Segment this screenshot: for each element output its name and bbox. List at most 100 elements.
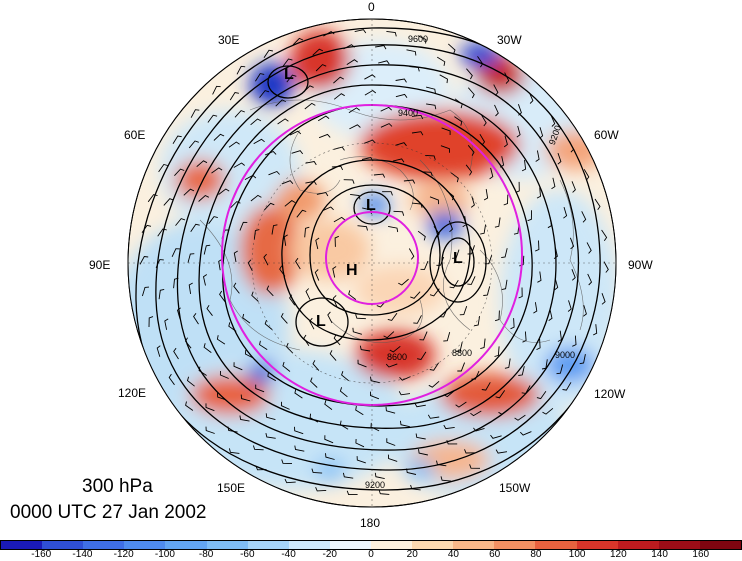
colorbar-tick-label: 40 [447, 549, 459, 560]
wind-barb [157, 228, 167, 237]
wind-barb [490, 434, 502, 439]
wind-barb [403, 179, 416, 184]
wind-barb [315, 487, 327, 492]
wind-barb [233, 362, 243, 371]
wind-barb [466, 68, 473, 80]
high-center: H [346, 262, 358, 279]
wind-barb [250, 118, 262, 126]
wind-barb [324, 435, 334, 444]
wind-barb [291, 150, 304, 155]
wind-barb [186, 376, 195, 387]
wind-barb [233, 162, 245, 168]
anomaly-shading [128, 30, 616, 500]
wind-barb [441, 127, 451, 135]
wind-barb [147, 194, 158, 203]
wind-barb [557, 330, 562, 342]
wind-barb [539, 127, 544, 139]
wind-barb [251, 291, 259, 302]
colorbar-segment [124, 541, 166, 549]
wind-barb [429, 196, 439, 205]
wind-barb [264, 150, 277, 156]
colorbar-segment [494, 541, 536, 549]
wind-barb [417, 351, 427, 361]
wind-barb [494, 217, 501, 228]
wind-barb [255, 73, 265, 82]
wind-barb [139, 256, 149, 265]
wind-barb [205, 403, 215, 412]
lon-label-30w: 30W [497, 33, 522, 47]
wind-barb [581, 211, 587, 223]
wind-barb [469, 464, 481, 469]
wind-barb [439, 74, 448, 84]
wind-barb [228, 448, 240, 454]
wind-barb [447, 43, 456, 54]
wind-barb [395, 142, 407, 147]
wind-barb [312, 48, 324, 56]
wind-barb [227, 426, 238, 433]
wind-barb [349, 124, 361, 130]
wind-barb [541, 359, 548, 370]
wind-barb [501, 279, 508, 291]
wind-barb [380, 106, 393, 112]
wind-barb [207, 114, 218, 123]
wind-barb [294, 389, 303, 399]
wind-barb [208, 216, 218, 225]
wind-barb [281, 180, 294, 185]
wind-barb [467, 87, 475, 99]
wind-barb [303, 85, 314, 93]
wind-barb [594, 198, 601, 211]
wind-barb [470, 410, 482, 417]
colorbar-segment [576, 541, 618, 549]
wind-barb [155, 259, 164, 268]
wind-barb [480, 224, 487, 235]
wind-barb [420, 260, 429, 270]
wind-barb [484, 255, 493, 265]
wind-barb [318, 133, 331, 139]
wind-barb [271, 224, 278, 235]
colorbar [0, 540, 742, 550]
wind-barb [312, 360, 320, 371]
wind-barb [333, 216, 346, 223]
wind-barb [141, 224, 152, 234]
wind-barb [471, 370, 480, 380]
colorbar-segment [206, 541, 248, 549]
colorbar-segment [288, 541, 330, 549]
wind-barb [517, 104, 522, 116]
wind-barb [386, 30, 397, 37]
coastlines [199, 99, 584, 351]
wind-barb [417, 35, 427, 44]
wind-barb [263, 253, 269, 266]
contour-label: 9200 [365, 480, 386, 490]
wind-barb [553, 247, 558, 259]
wind-barb [417, 230, 426, 241]
wind-barb [536, 390, 547, 400]
wind-barb [467, 145, 475, 156]
wind-barb [465, 164, 473, 176]
wind-barb [406, 49, 417, 56]
colorbar-segment [247, 541, 289, 549]
wind-barb [426, 103, 437, 110]
wind-barb [230, 201, 241, 209]
contour-label: 8800 [452, 348, 473, 358]
lon-label-90e: 90E [89, 258, 111, 272]
wind-barb [339, 420, 349, 430]
wind-barb [203, 244, 211, 255]
wind-barb [415, 433, 426, 440]
colorbar-segment [453, 541, 495, 549]
lon-label-120e: 120E [118, 386, 147, 400]
wind-barb [440, 145, 450, 153]
lon-label-150w: 150W [499, 481, 531, 495]
wind-barb [410, 484, 421, 491]
wind-barb [454, 116, 463, 126]
wind-barb [455, 401, 467, 408]
wind-barb [229, 91, 239, 101]
wind-barb [374, 472, 385, 480]
wind-barb [292, 37, 304, 46]
wind-barb [393, 210, 405, 216]
wind-barb [470, 196, 475, 208]
colorbar-segment [535, 541, 577, 549]
contour-label: 9400 [398, 108, 419, 118]
wind-barb [357, 225, 368, 231]
wind-barb [187, 253, 195, 263]
